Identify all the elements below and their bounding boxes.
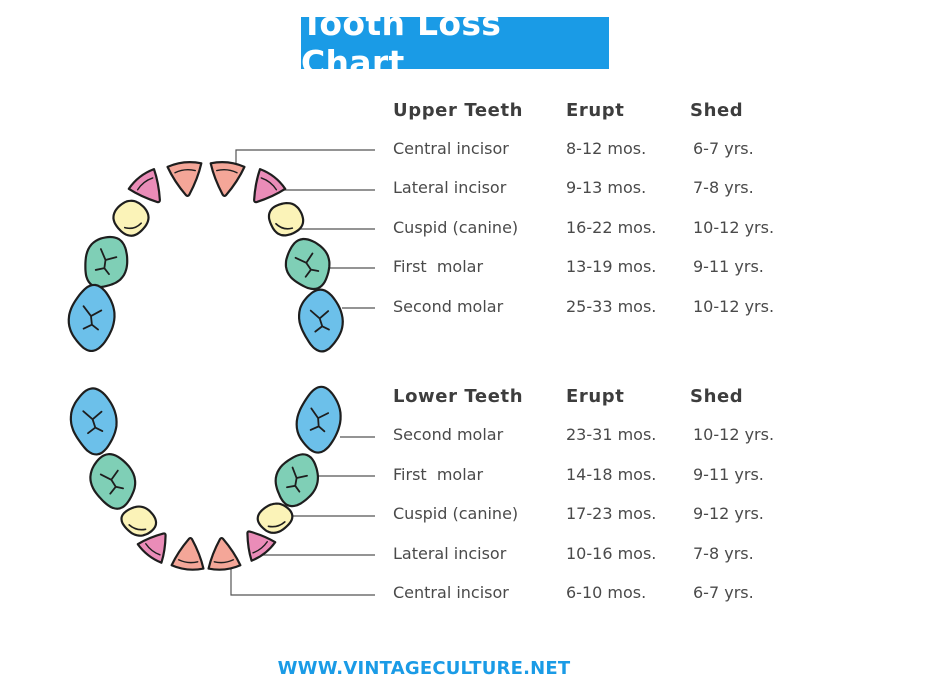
lower-row-erupt: 6-10 mos. <box>566 583 647 602</box>
lower-row-shed: 10-12 yrs. <box>693 425 775 444</box>
upper-header-shed: Shed <box>690 100 744 121</box>
lower-lateral-incisor-left-tooth <box>136 532 167 564</box>
upper-row-shed: 7-8 yrs. <box>693 178 754 197</box>
leader-upper-central-incisor <box>235 149 375 164</box>
lower-second-molar-right-tooth <box>295 385 342 454</box>
lower-row-tooth: Second molar <box>393 425 504 444</box>
page-title: Tooth Loss Chart <box>301 4 502 82</box>
lower-row-erupt: 17-23 mos. <box>566 504 657 523</box>
upper-central-incisor-left-tooth <box>166 161 203 198</box>
upper-row-shed: 10-12 yrs. <box>693 218 775 237</box>
upper-first-molar-left-tooth <box>84 235 129 289</box>
upper-cuspid-right-tooth <box>267 201 305 237</box>
lower-lateral-incisor-right-tooth <box>246 530 277 562</box>
lower-header-tooth: Lower Teeth <box>393 386 524 407</box>
upper-row-tooth: Lateral incisor <box>393 178 507 197</box>
upper-row-shed: 9-11 yrs. <box>693 257 764 276</box>
lower-header-shed: Shed <box>690 386 744 407</box>
upper-lateral-incisor-left-tooth <box>127 168 161 204</box>
teeth <box>67 161 344 571</box>
lower-row-tooth: Central incisor <box>393 583 509 602</box>
upper-central-incisor-right-tooth <box>209 161 246 198</box>
lower-second-molar-left-tooth <box>69 387 118 456</box>
upper-row-tooth: Central incisor <box>393 139 509 158</box>
lower-central-incisor-left-tooth <box>170 536 205 571</box>
upper-header-tooth: Upper Teeth <box>393 100 524 121</box>
upper-row-erupt: 9-13 mos. <box>566 178 647 197</box>
upper-row-erupt: 8-12 mos. <box>566 139 647 158</box>
upper-first-molar-right-tooth <box>284 237 331 291</box>
lower-row-tooth: First molar <box>393 465 484 484</box>
upper-row-tooth: Cuspid (canine) <box>393 218 519 237</box>
upper-row-erupt: 16-22 mos. <box>566 218 657 237</box>
lower-header-erupt: Erupt <box>566 386 625 407</box>
lower-cuspid-left-tooth <box>120 505 158 537</box>
lower-row-tooth: Lateral incisor <box>393 544 507 563</box>
upper-lateral-incisor-right-tooth <box>253 168 287 204</box>
lower-row-erupt: 23-31 mos. <box>566 425 657 444</box>
lower-row-tooth: Cuspid (canine) <box>393 504 519 523</box>
lower-row-shed: 6-7 yrs. <box>693 583 754 602</box>
lower-cuspid-right-tooth <box>256 502 294 534</box>
lower-central-incisor-right-tooth <box>207 536 242 571</box>
upper-header-erupt: Erupt <box>566 100 625 121</box>
lower-row-shed: 7-8 yrs. <box>693 544 754 563</box>
website-footer: WWW.VINTAGECULTURE.NET <box>277 658 571 679</box>
upper-row-erupt: 13-19 mos. <box>566 257 657 276</box>
upper-row-tooth: First molar <box>393 257 484 276</box>
lower-first-molar-left-tooth <box>89 453 137 510</box>
upper-second-molar-right-tooth <box>297 288 344 353</box>
lower-first-molar-right-tooth <box>274 453 320 508</box>
upper-row-shed: 10-12 yrs. <box>693 297 775 316</box>
lower-row-shed: 9-11 yrs. <box>693 465 764 484</box>
upper-row-shed: 6-7 yrs. <box>693 139 754 158</box>
lower-row-erupt: 14-18 mos. <box>566 465 657 484</box>
upper-row-tooth: Second molar <box>393 297 504 316</box>
upper-cuspid-left-tooth <box>112 199 150 237</box>
leader-lines <box>230 149 375 596</box>
leader-lower-central-incisor <box>230 566 375 596</box>
lower-row-shed: 9-12 yrs. <box>693 504 764 523</box>
title-banner: Tooth Loss Chart <box>301 4 609 82</box>
upper-second-molar-left-tooth <box>67 283 116 353</box>
upper-row-erupt: 25-33 mos. <box>566 297 657 316</box>
lower-row-erupt: 10-16 mos. <box>566 544 657 563</box>
